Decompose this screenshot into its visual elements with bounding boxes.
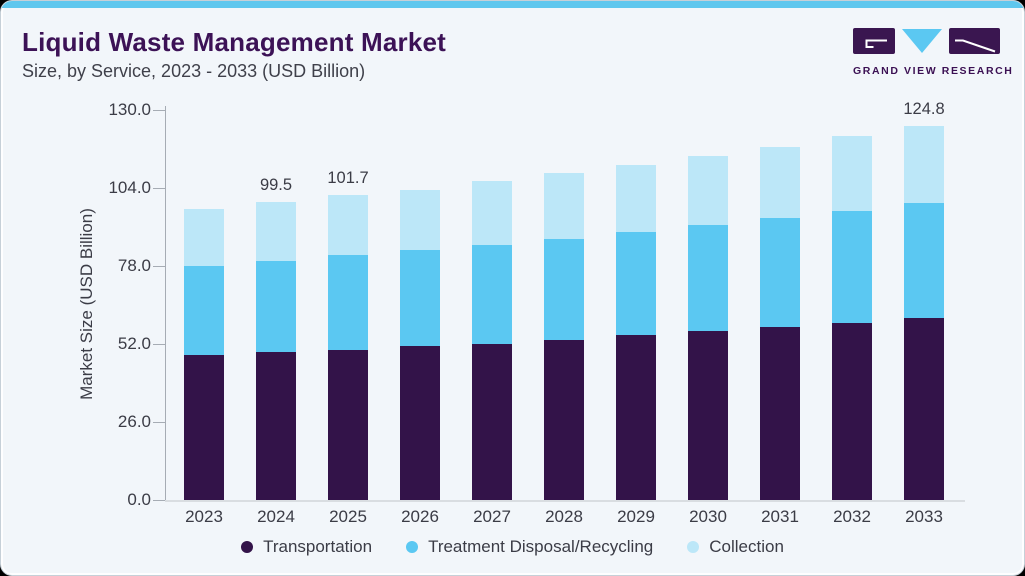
x-axis-label: 2023: [185, 507, 223, 526]
bar-segment: [760, 146, 800, 218]
bar-segment: [688, 224, 728, 332]
legend-item-treatment-disposal-recycling: Treatment Disposal/Recycling: [406, 537, 653, 557]
legend-label: Collection: [709, 537, 784, 556]
bar-segment: [184, 355, 224, 500]
bar-segment: [544, 173, 584, 239]
y-tick-label: 104.0: [108, 178, 151, 197]
bar-segment: [688, 331, 728, 500]
bar-segment: [256, 352, 296, 500]
legend-item-transportation: Transportation: [241, 537, 372, 557]
bar-segment: [328, 194, 368, 255]
bar-segment: [544, 340, 584, 500]
x-axis-label: 2033: [905, 507, 943, 526]
x-axis-label: 2025: [329, 507, 367, 526]
y-tick-label: 26.0: [117, 412, 151, 431]
transportation-dot-icon: [241, 541, 254, 553]
y-tick-mark: [153, 266, 165, 267]
bar-segment: [760, 218, 800, 327]
bar-segment: [544, 239, 584, 341]
page-subtitle: Size, by Service, 2023 - 2033 (USD Billi…: [22, 61, 366, 81]
bar-segment: [832, 211, 872, 323]
collection-dot-icon: [687, 541, 700, 553]
bar-segment: [184, 209, 224, 266]
y-tick-label: 0.0: [127, 490, 151, 509]
gvr-logo-icon: [853, 28, 1000, 54]
y-tick-mark: [153, 188, 165, 189]
y-tick-mark: [153, 422, 165, 423]
chart-legend: Transportation Treatment Disposal/Recycl…: [1, 537, 1024, 557]
y-tick-mark: [153, 110, 165, 111]
y-tick-label: 78.0: [117, 256, 151, 275]
bar-segment: [256, 260, 296, 353]
bar-segment: [688, 155, 728, 225]
top-accent-bar: [1, 1, 1024, 8]
bar-segment: [760, 326, 800, 500]
logo-wordmark: GRAND VIEW RESEARCH: [853, 65, 1014, 77]
y-axis-title: Market Size (USD Billion): [77, 208, 96, 400]
treatment-disposal-recycling-dot-icon: [406, 541, 419, 553]
bar-segment: [616, 164, 656, 233]
bar-segment: [904, 125, 944, 203]
bar-segment: [472, 245, 512, 344]
y-tick-mark: [153, 500, 165, 501]
legend-label: Transportation: [263, 537, 373, 556]
bar-segment: [616, 335, 656, 500]
y-tick-label: 130.0: [108, 100, 151, 119]
grand-view-research-logo: GRAND VIEW RESEARCH: [853, 28, 1014, 77]
bar-segment: [616, 232, 656, 335]
bar-total-label: 124.8: [903, 99, 945, 118]
bar-segment: [472, 181, 512, 245]
bar-segment: [904, 317, 944, 500]
page-title: Liquid Waste Management Market: [22, 27, 446, 57]
bar-segment: [400, 346, 440, 500]
bar-segment: [472, 344, 512, 500]
x-axis-label: 2029: [617, 507, 655, 526]
x-axis-label: 2026: [401, 507, 439, 526]
bar-segment: [832, 323, 872, 500]
bar-segment: [256, 201, 296, 261]
bar-segment: [184, 266, 224, 356]
legend-label: Treatment Disposal/Recycling: [428, 537, 654, 556]
x-axis-label: 2031: [761, 507, 799, 526]
bar-segment: [328, 350, 368, 500]
y-tick-mark: [153, 344, 165, 345]
y-axis-line: [165, 106, 166, 501]
bar-segment: [400, 190, 440, 251]
x-axis-label: 2024: [257, 507, 295, 526]
bar-segment: [328, 254, 368, 350]
y-tick-label: 52.0: [117, 334, 151, 353]
bar-segment: [904, 203, 944, 318]
x-axis-line: [165, 500, 965, 502]
x-axis-label: 2030: [689, 507, 727, 526]
bar-segment: [832, 136, 872, 212]
bar-total-label: 99.5: [259, 175, 293, 194]
x-axis-label: 2028: [545, 507, 583, 526]
bar-total-label: 101.7: [327, 168, 369, 187]
legend-item-collection: Collection: [687, 537, 784, 557]
x-axis-label: 2032: [833, 507, 871, 526]
x-axis-label: 2027: [473, 507, 511, 526]
bar-segment: [400, 250, 440, 347]
